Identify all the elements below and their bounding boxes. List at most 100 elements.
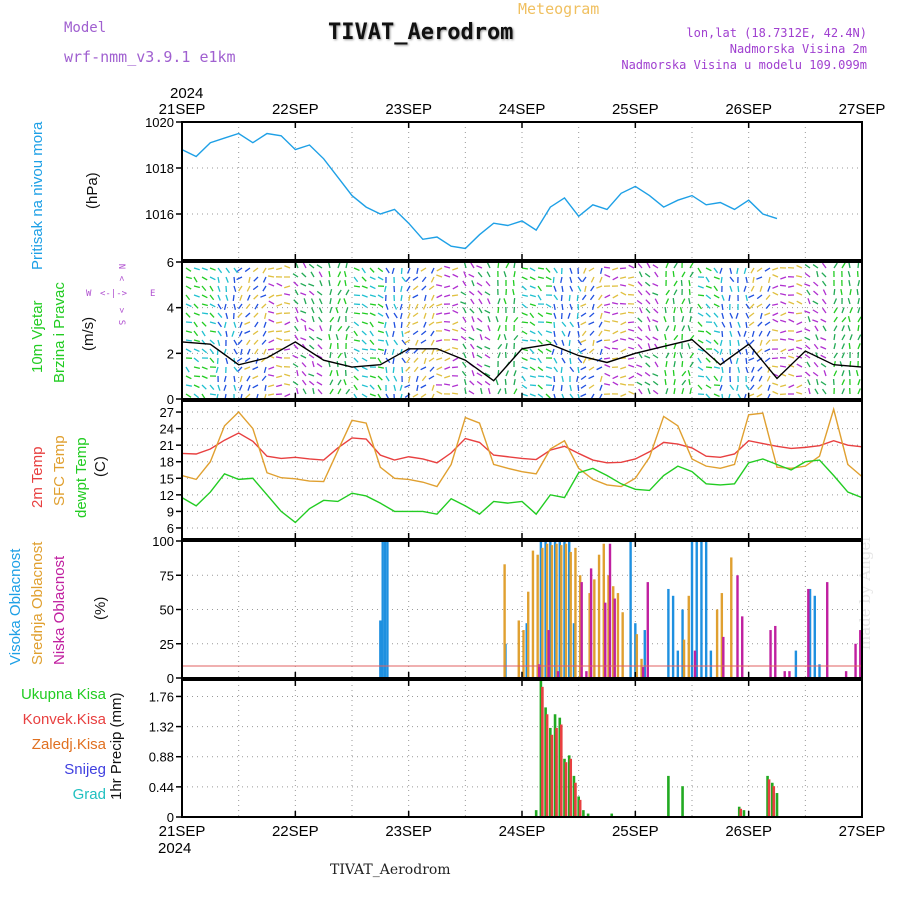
wind-arrow <box>813 290 819 296</box>
wind-arrow <box>303 298 307 305</box>
wind-arrow <box>201 384 207 390</box>
wind-arrow <box>317 389 323 395</box>
wind-arrow <box>428 375 435 380</box>
wind-arrow <box>561 375 564 383</box>
wind-arrow <box>537 330 543 336</box>
wind-arrow <box>236 357 243 363</box>
wind-arrow <box>479 334 483 341</box>
wind-arrow <box>796 346 803 350</box>
wind-arrow <box>652 373 659 377</box>
wind-arrow <box>644 355 651 359</box>
wind-arrow <box>225 276 229 283</box>
wind-arrow <box>788 318 795 323</box>
wind-arrow <box>749 384 755 391</box>
wind-arrow <box>444 285 451 289</box>
wind-arrow <box>505 342 508 350</box>
wind-arrow <box>497 388 502 395</box>
wind-arrow <box>529 330 536 335</box>
wind-arrow <box>267 267 275 270</box>
wind-arrow <box>316 264 323 269</box>
wind-arrow <box>353 321 360 327</box>
bar-precip-0 <box>737 806 741 817</box>
bar-cloud-1 <box>569 551 572 678</box>
y-tick-label: 6 <box>167 255 174 270</box>
bar-cloud-0 <box>539 541 543 678</box>
wind-arrow <box>787 338 795 341</box>
wind-arrow <box>393 375 398 382</box>
wind-arrow <box>239 294 243 301</box>
wind-arrow <box>545 393 551 399</box>
wind-arrow <box>253 276 259 282</box>
wind-arrow <box>487 388 491 395</box>
bar-cloud-1 <box>597 554 601 678</box>
wind-arrow <box>647 343 651 350</box>
wind-arrow <box>604 303 611 306</box>
wind-arrow <box>304 324 307 332</box>
wind-arrow <box>612 302 619 305</box>
wind-arrow <box>780 293 787 296</box>
wind-arrow <box>217 285 221 292</box>
wind-arrow <box>318 316 323 323</box>
wind-arrow <box>679 352 683 359</box>
wind-arrow <box>408 375 411 383</box>
compass-w: W <box>86 289 92 299</box>
wind-arrow <box>752 276 755 284</box>
wind-arrow <box>497 325 501 332</box>
wind-arrow <box>462 307 467 314</box>
wind-arrow <box>841 352 845 359</box>
wind-arrow <box>308 290 315 296</box>
wind-arrow <box>361 294 368 298</box>
wind-arrow <box>193 357 200 363</box>
wind-arrow <box>646 262 651 269</box>
wind-arrow <box>275 312 283 315</box>
wind-arrow <box>209 321 216 325</box>
wind-arrow <box>756 294 763 300</box>
wind-arrow <box>636 299 643 305</box>
wind-arrow <box>833 333 836 341</box>
wind-arrow <box>328 270 331 278</box>
wind-arrow <box>308 354 315 359</box>
wind-arrow <box>420 366 427 371</box>
wind-arrow <box>841 307 845 314</box>
wind-arrow <box>804 310 811 314</box>
wind-arrow <box>345 289 350 296</box>
bar-cloud-1 <box>593 579 596 678</box>
wind-arrow <box>407 312 411 319</box>
wind-arrow <box>804 328 811 332</box>
wind-arrow <box>404 330 411 335</box>
wind-arrow <box>551 348 555 355</box>
wind-arrow <box>553 357 558 364</box>
wind-arrow <box>245 312 251 318</box>
wind-arrow <box>603 383 611 386</box>
bar-precip-1 <box>559 724 563 817</box>
x-tick-label-bottom: 23SEP <box>385 823 432 840</box>
wind-arrow <box>795 339 803 342</box>
wind-arrow <box>758 330 763 337</box>
wind-arrow <box>470 262 475 269</box>
bar-cloud-0 <box>386 541 389 678</box>
wind-arrow <box>820 318 827 323</box>
wind-arrow <box>385 339 389 346</box>
wind-arrow <box>705 303 711 309</box>
bar-cloud-1 <box>730 557 733 678</box>
wind-arrow <box>780 348 787 353</box>
wind-arrow <box>369 321 374 328</box>
bar-precip-1 <box>541 686 544 817</box>
wind-arrow <box>576 312 579 320</box>
wind-arrow <box>353 285 361 288</box>
wind-arrow <box>261 339 267 345</box>
wind-arrow <box>254 321 259 328</box>
wind-arrow <box>468 336 475 341</box>
wind-arrow <box>620 393 627 397</box>
wind-arrow <box>689 361 694 368</box>
series-line-wind-0 <box>181 338 863 382</box>
bar-cloud-1 <box>574 547 577 678</box>
wind-arrow <box>244 321 251 325</box>
wind-arrow <box>513 334 519 341</box>
wind-arrow <box>545 276 552 281</box>
wind-arrow <box>652 264 659 269</box>
wind-arrow <box>796 300 803 305</box>
wind-arrow <box>599 375 603 382</box>
wind-arrow <box>764 267 771 272</box>
wind-arrow <box>353 375 359 381</box>
